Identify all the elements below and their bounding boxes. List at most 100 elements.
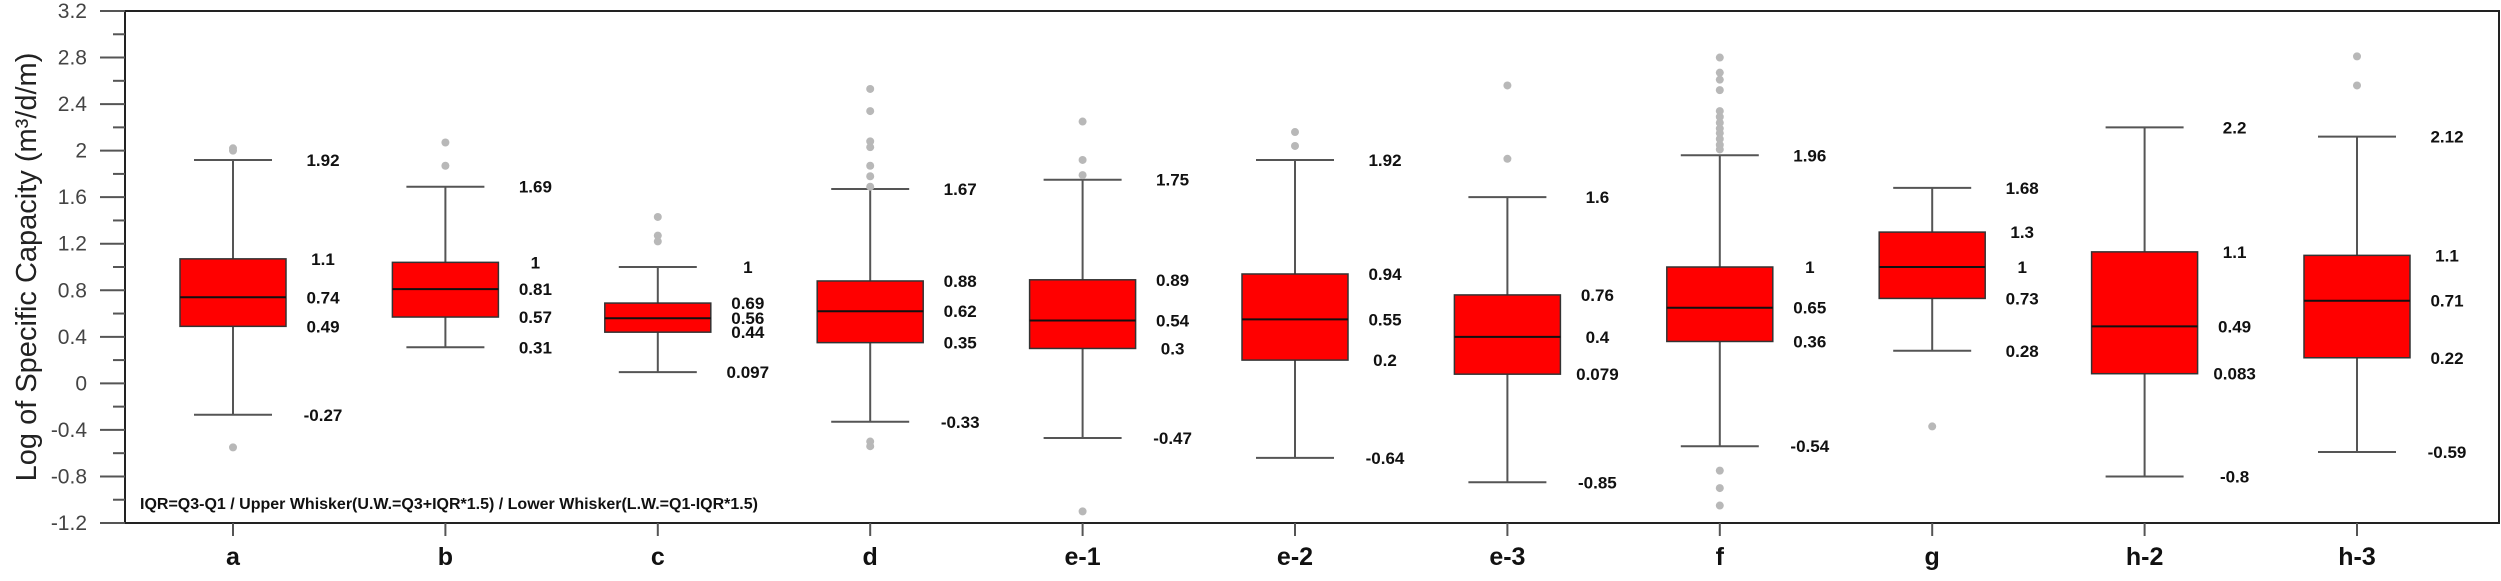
q1-label: 0.3	[1161, 339, 1185, 358]
upper-whisker-label: 1.68	[2006, 179, 2039, 198]
median-label: 0.74	[306, 288, 340, 307]
y-tick-label: 1.2	[58, 233, 87, 256]
median-label: 0.4	[1586, 328, 1610, 347]
q3-label: 0.88	[944, 272, 977, 291]
outlier-point	[1291, 141, 1299, 150]
q1-label: 0.22	[2430, 349, 2463, 368]
outlier-point	[866, 182, 875, 191]
outlier-point	[1715, 53, 1724, 62]
outlier-point	[653, 231, 662, 240]
lower-whisker-label: -0.8	[2220, 467, 2249, 486]
x-category-label: f	[1716, 543, 1725, 571]
upper-whisker-label: 1	[743, 258, 752, 277]
q3-label: 1.1	[2223, 243, 2247, 262]
q1-label: 0.49	[306, 317, 339, 336]
upper-whisker-label: 1.69	[519, 178, 552, 197]
median-label: 0.62	[944, 302, 977, 321]
q1-label: 0.44	[731, 323, 765, 342]
iqr-box	[2303, 254, 2411, 359]
median-label: 0.56	[731, 309, 764, 328]
outlier-point	[1503, 154, 1512, 163]
outlier-point	[1715, 501, 1724, 510]
lower-whisker-label: -0.33	[941, 413, 980, 432]
x-category-label: h-3	[2338, 543, 2376, 571]
outlier-point	[1503, 81, 1512, 90]
q1-label: 0.57	[519, 308, 552, 327]
upper-whisker-label: 2.2	[2223, 118, 2247, 137]
outlier-point	[1715, 112, 1724, 121]
q3-label: 0.94	[1368, 265, 1402, 284]
upper-whisker-label: 2.12	[2430, 128, 2463, 147]
box-e-3: 1.6 0.76 0.4 0.079 -0.85	[1453, 81, 1619, 492]
box-e-2: 1.92 0.94 0.55 0.2 -0.64	[1241, 128, 1405, 468]
lower-whisker-label: -0.85	[1578, 473, 1617, 492]
y-tick-label: -0.8	[51, 465, 87, 488]
outlier-point	[1078, 155, 1087, 164]
outlier-point	[1715, 484, 1724, 493]
y-tick-label: 2	[75, 140, 87, 163]
outlier-point	[2353, 52, 2361, 61]
outlier-point	[2353, 81, 2361, 90]
x-category-label: b	[438, 543, 453, 571]
outlier-point	[1715, 107, 1724, 116]
outlier-point	[1715, 75, 1724, 84]
outlier-point	[866, 442, 875, 451]
median-label: 0.49	[2218, 317, 2251, 336]
iqr-box	[2090, 251, 2199, 375]
outlier-point	[1078, 171, 1087, 180]
x-category-label: e-1	[1065, 543, 1101, 571]
box-g: 1.68 1.3 1 0.73 0.28	[1878, 179, 2039, 431]
y-tick-label: 1.6	[58, 186, 87, 209]
lower-whisker-label: -0.59	[2428, 443, 2467, 462]
outlier-point	[1928, 422, 1937, 431]
q3-label: 1.1	[311, 250, 335, 269]
q1-label: 0.2	[1373, 351, 1397, 370]
median-label: 0.71	[2430, 292, 2463, 311]
outlier-point	[1715, 68, 1724, 77]
upper-whisker-label: 1.92	[306, 151, 339, 170]
outlier-point	[1291, 128, 1299, 137]
y-tick-label: 3.2	[58, 0, 87, 23]
iqr-box	[1878, 231, 1986, 300]
y-tick-label: 0.8	[58, 279, 87, 302]
q3-label: 1	[531, 253, 540, 272]
x-category-label: h-2	[2126, 543, 2164, 571]
box-h-3: 2.12 1.1 0.71 0.22 -0.59	[2303, 52, 2467, 462]
x-category-label: e-2	[1277, 543, 1313, 571]
outlier-point	[866, 107, 875, 116]
y-tick-label: 0.4	[58, 326, 88, 349]
y-axis-title: Log of Specific Capacity (m³/d/m)	[11, 53, 43, 482]
outlier-point	[1715, 129, 1724, 138]
outlier-point	[866, 84, 875, 93]
q1-label: 0.35	[944, 334, 977, 353]
box-b: 1.69 1 0.81 0.57 0.31	[391, 138, 552, 357]
q3-label: 1.3	[2010, 223, 2034, 242]
outlier-point	[653, 212, 662, 221]
outlier-point	[1715, 135, 1724, 143]
outlier-point	[866, 143, 875, 152]
iqr-box	[1241, 273, 1349, 361]
q1-label: 0.36	[1793, 332, 1826, 351]
upper-whisker-label: 1.6	[1586, 188, 1610, 207]
outlier-point	[866, 137, 875, 146]
q3-label: 0.89	[1156, 271, 1189, 290]
iqr-box	[1453, 294, 1562, 375]
lower-whisker-label: -0.64	[1366, 449, 1405, 468]
outlier-point	[1078, 117, 1087, 126]
x-category-label: c	[651, 543, 665, 571]
outlier-point	[1715, 118, 1724, 127]
q3-label: 0.76	[1581, 286, 1614, 305]
q3-label: 1.1	[2435, 246, 2459, 265]
y-tick-label: -0.4	[51, 419, 88, 442]
lower-whisker-label: 0.097	[727, 363, 770, 382]
median-label: 1	[2017, 258, 2026, 277]
q3-label: 1	[1805, 258, 1814, 277]
q1-label: 0.73	[2006, 289, 2039, 308]
q1-label: 0.083	[2213, 365, 2256, 384]
y-tick-label: 2.4	[58, 93, 88, 116]
lower-whisker-label: -0.47	[1153, 429, 1192, 448]
iqr-box	[1028, 279, 1137, 350]
iqr-box	[1666, 266, 1774, 343]
lower-whisker-label: 0.31	[519, 338, 552, 357]
